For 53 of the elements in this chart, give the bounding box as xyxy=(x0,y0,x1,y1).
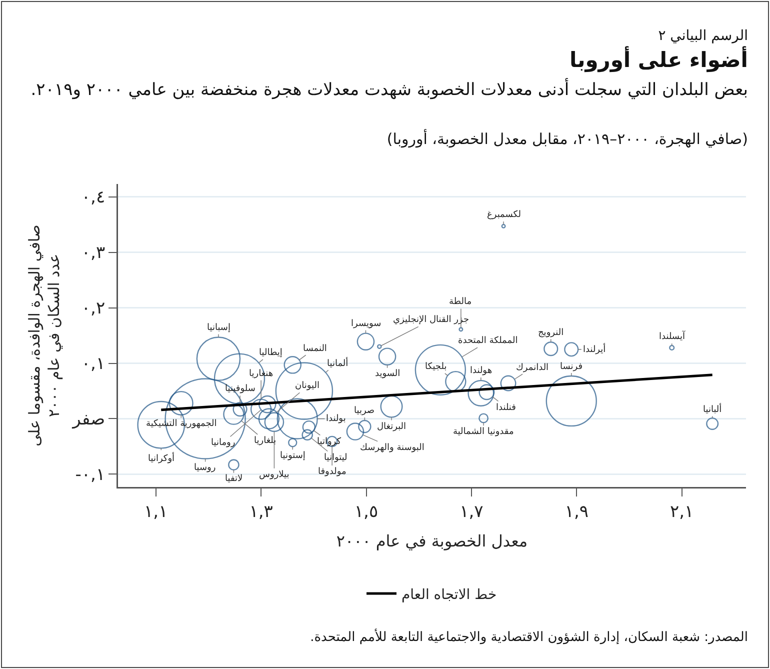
annotation: لكسمبرغ xyxy=(487,210,521,220)
annotation: البوسنة والهرسك xyxy=(360,443,424,453)
x-tick-label: ١,٧ xyxy=(460,502,484,522)
annotation: أيرلندا xyxy=(583,343,606,355)
x-tick-label: ١,٩ xyxy=(564,502,588,522)
annotation: سويسرا xyxy=(351,319,382,329)
x-tick-label: ٢,١ xyxy=(670,502,694,522)
annotation: مالطة xyxy=(449,297,472,307)
text: الرسم البياني ٢ xyxy=(657,28,748,44)
annotation: فرنسا xyxy=(560,362,583,372)
annotation: البرتغال xyxy=(377,422,406,432)
annotation: جزر القنال الإنجليزي xyxy=(393,315,470,325)
annotation: إيطاليا xyxy=(259,348,282,358)
y-tick-label: ٠,٤ xyxy=(81,188,106,208)
annotation: ألمانيا xyxy=(327,357,348,369)
annotation: صربيا xyxy=(354,406,375,416)
y-tick-label: ٠,١ xyxy=(81,354,106,374)
annotation: فنلندا xyxy=(496,403,516,413)
annotation: السويد xyxy=(375,369,400,379)
annotation: مولدوفا xyxy=(318,467,347,477)
x-tick-label: ١,١ xyxy=(144,502,168,522)
text: (صافي الهجرة، ٢٠٠٠–٢٠١٩، مقابل معدل الخصوبة، أوروبا) xyxy=(386,130,748,148)
annotation: النمسا xyxy=(303,344,327,354)
y-axis-title: صافي الهجرة الوافدة، مقسوما على عدد السكان في عام ٢٠٠٠ xyxy=(26,224,64,446)
chart-subtitle: بعض البلدان التي سجلت أدنى معدلات الخصوبة شهدت معدلات هجرة منخفضة بين عامي ٢٠٠٠ و٢٠١٩. xyxy=(30,78,748,102)
annotation: ألبانيا xyxy=(703,403,722,415)
annotation: آيسلندا xyxy=(659,330,686,342)
legend-label: خط الاتجاه العام xyxy=(402,586,497,603)
y-tick-label: ٠,٣ xyxy=(81,243,106,264)
annotation: لاتفيا xyxy=(225,474,243,484)
annotation: إسبانيا xyxy=(207,323,230,333)
annotation: هولندا xyxy=(470,366,492,376)
text: المصدر: شعبة السكان، إدارة الشؤون الاقتصادية والاجتماعية التابعة للأمم المتحدة. xyxy=(309,630,748,645)
annotation: مقدونيا الشمالية xyxy=(453,427,514,437)
y-tick-label: صفر xyxy=(72,410,106,430)
chart-title: أضواء على أوروبا xyxy=(568,48,748,72)
x-tick-label: ١,٥ xyxy=(354,502,378,522)
y-tick-label: -٠,١ xyxy=(75,465,106,486)
annotation: إستونيا xyxy=(280,451,306,461)
annotation: بولندا xyxy=(326,414,346,424)
annotation: روسيا xyxy=(194,463,216,473)
annotation: الدانمرك xyxy=(516,363,549,373)
x-axis-title: معدل الخصوبة في عام ٢٠٠٠ xyxy=(336,531,528,550)
x-tick-label: ١,٣ xyxy=(249,502,273,522)
y-tick-label: ٠,٢ xyxy=(81,298,106,319)
annotation: بلجيكا xyxy=(425,362,447,372)
annotation: ليتوانيا xyxy=(324,453,348,463)
annotation: المملكة المتحدة xyxy=(458,336,518,346)
annotation: رومانيا xyxy=(211,438,236,448)
annotation: اليونان xyxy=(295,381,320,391)
annotation: بيلاروس xyxy=(259,470,290,480)
annotation: النرويج xyxy=(538,328,564,338)
annotation: أوكرانيا xyxy=(148,452,175,464)
